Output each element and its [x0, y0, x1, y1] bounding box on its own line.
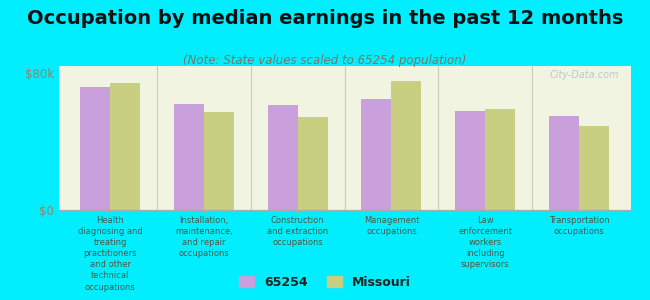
- Text: Transportation
occupations: Transportation occupations: [549, 216, 609, 236]
- Bar: [268, 105, 298, 210]
- Bar: [110, 83, 140, 210]
- Bar: [80, 87, 110, 210]
- Text: City-Data.com: City-Data.com: [549, 70, 619, 80]
- Bar: [298, 117, 328, 210]
- Legend: 65254, Missouri: 65254, Missouri: [235, 271, 415, 294]
- Bar: [361, 99, 391, 210]
- Bar: [485, 109, 515, 210]
- Bar: [174, 104, 204, 210]
- Bar: [549, 116, 579, 210]
- Text: Law
enforcement
workers
including
supervisors: Law enforcement workers including superv…: [458, 216, 512, 269]
- Text: Construction
and extraction
occupations: Construction and extraction occupations: [267, 216, 328, 247]
- Bar: [391, 81, 421, 210]
- Text: Occupation by median earnings in the past 12 months: Occupation by median earnings in the pas…: [27, 9, 623, 28]
- Bar: [579, 126, 609, 210]
- Text: Management
occupations: Management occupations: [363, 216, 419, 236]
- Text: Health
diagnosing and
treating
practitioners
and other
technical
occupations: Health diagnosing and treating practitio…: [78, 216, 142, 292]
- Bar: [204, 112, 234, 210]
- Bar: [455, 111, 485, 210]
- Text: (Note: State values scaled to 65254 population): (Note: State values scaled to 65254 popu…: [183, 54, 467, 67]
- Text: Installation,
maintenance,
and repair
occupations: Installation, maintenance, and repair oc…: [175, 216, 233, 258]
